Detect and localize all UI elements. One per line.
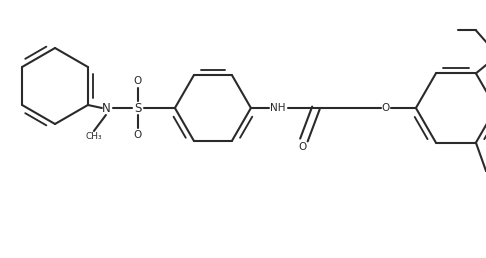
Text: O: O bbox=[134, 76, 142, 86]
Text: N: N bbox=[102, 101, 110, 115]
Text: S: S bbox=[134, 101, 141, 115]
Text: NH: NH bbox=[270, 103, 286, 113]
Text: O: O bbox=[134, 130, 142, 140]
Text: CH₃: CH₃ bbox=[86, 132, 102, 141]
Text: O: O bbox=[299, 142, 307, 152]
Text: O: O bbox=[382, 103, 390, 113]
